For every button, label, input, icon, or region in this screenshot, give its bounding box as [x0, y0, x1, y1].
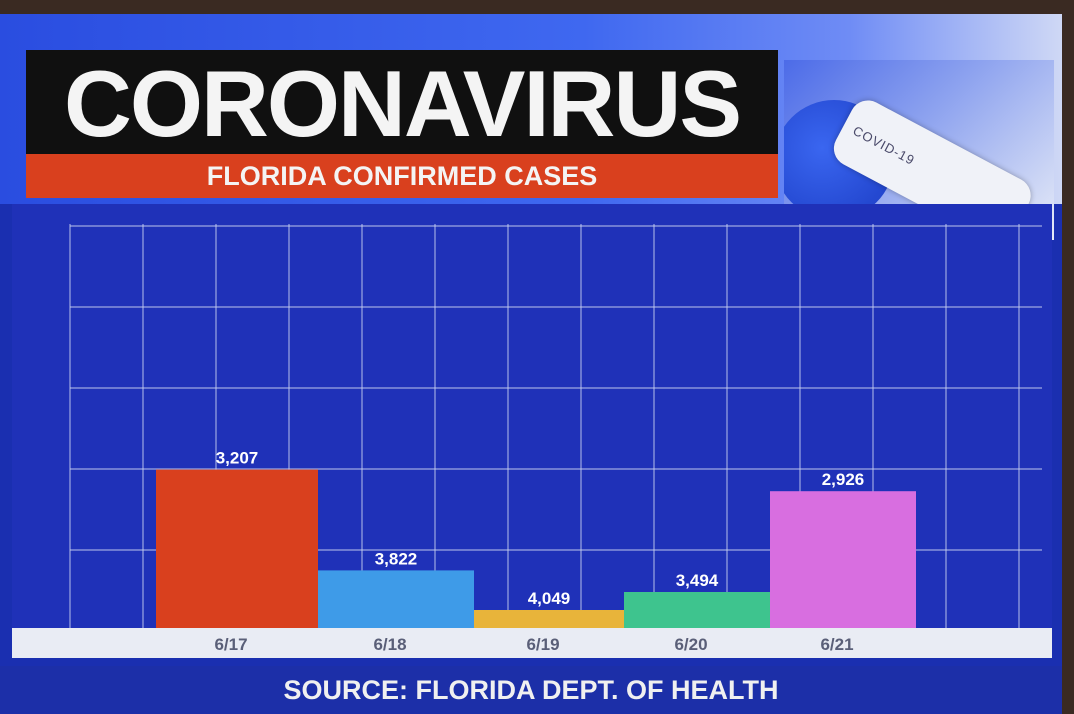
x-tick-label: 6/18	[373, 635, 406, 654]
bar-6-19	[474, 610, 624, 628]
x-axis-ticks: 6/17 6/18 6/19 6/20 6/21	[214, 635, 853, 654]
tv-screen: COVID-19 CORONAVIRUS FLORIDA CONFIRMED C…	[0, 14, 1062, 714]
subtitle-bar: FLORIDA CONFIRMED CASES	[26, 154, 778, 198]
x-tick-label: 6/20	[674, 635, 707, 654]
bar-value-label: 3,207	[216, 449, 259, 468]
footer-bar: SOURCE: FLORIDA DEPT. OF HEALTH	[0, 666, 1062, 714]
bar-value-label: 3,822	[375, 549, 418, 568]
bar-6-21	[770, 491, 916, 628]
page-subtitle: FLORIDA CONFIRMED CASES	[206, 160, 598, 191]
bar-6-20	[624, 592, 770, 628]
chart-grid	[69, 224, 1042, 628]
source-note: SOURCE: FLORIDA DEPT. OF HEALTH	[283, 674, 779, 705]
bar-6-17	[156, 469, 318, 628]
bar-value-label: 2,926	[822, 470, 865, 489]
x-tick-label: 6/17	[214, 635, 247, 654]
x-tick-label: 6/21	[820, 635, 853, 654]
page-title: CORONAVIRUS	[63, 51, 742, 156]
bar-value-label: 3,494	[676, 571, 719, 590]
axis-strip	[12, 628, 1052, 658]
bar-series: 3,207 3,822 4,049 3,494 2,926	[156, 449, 916, 628]
title-block: CORONAVIRUS	[26, 50, 778, 158]
bar-value-label: 4,049	[528, 589, 571, 608]
bar-6-18	[318, 570, 474, 628]
x-tick-label: 6/19	[526, 635, 559, 654]
